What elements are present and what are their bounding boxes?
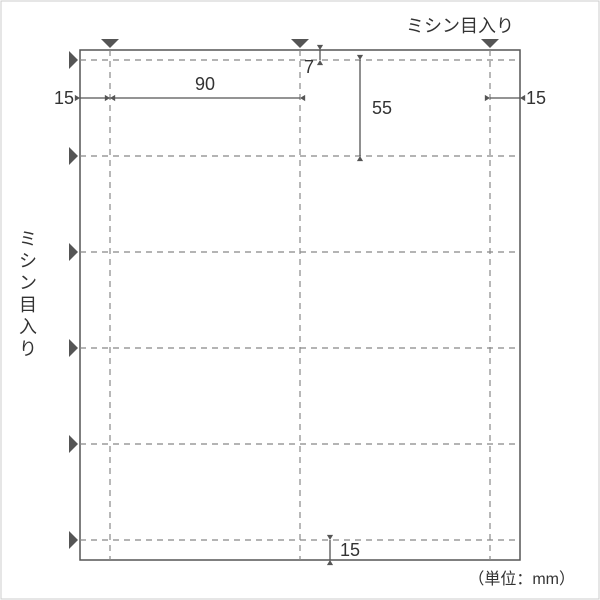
- label-perf-left-char: ン: [19, 273, 37, 293]
- label-perf-left-char: り: [19, 339, 37, 359]
- label-margin-left: 15: [54, 88, 74, 108]
- label-perf-left-char: シ: [19, 251, 37, 271]
- label-margin-top: 7: [304, 57, 314, 77]
- label-card-height: 55: [372, 98, 392, 118]
- layout-diagram: 90557151515ミシン目入りミシン目入り（単位：mm）: [0, 0, 600, 600]
- diagram-container: 90557151515ミシン目入りミシン目入り（単位：mm）: [0, 0, 600, 600]
- label-perf-top: ミシン目入り: [406, 16, 514, 36]
- label-perf-left-char: ミ: [19, 229, 37, 249]
- label-card-width: 90: [195, 74, 215, 94]
- label-unit: （単位：mm）: [468, 570, 575, 588]
- label-perf-left-char: 入: [19, 317, 37, 337]
- label-margin-bottom: 15: [340, 540, 360, 560]
- label-margin-right: 15: [526, 88, 546, 108]
- label-perf-left-char: 目: [19, 295, 37, 315]
- image-border: [1, 1, 599, 599]
